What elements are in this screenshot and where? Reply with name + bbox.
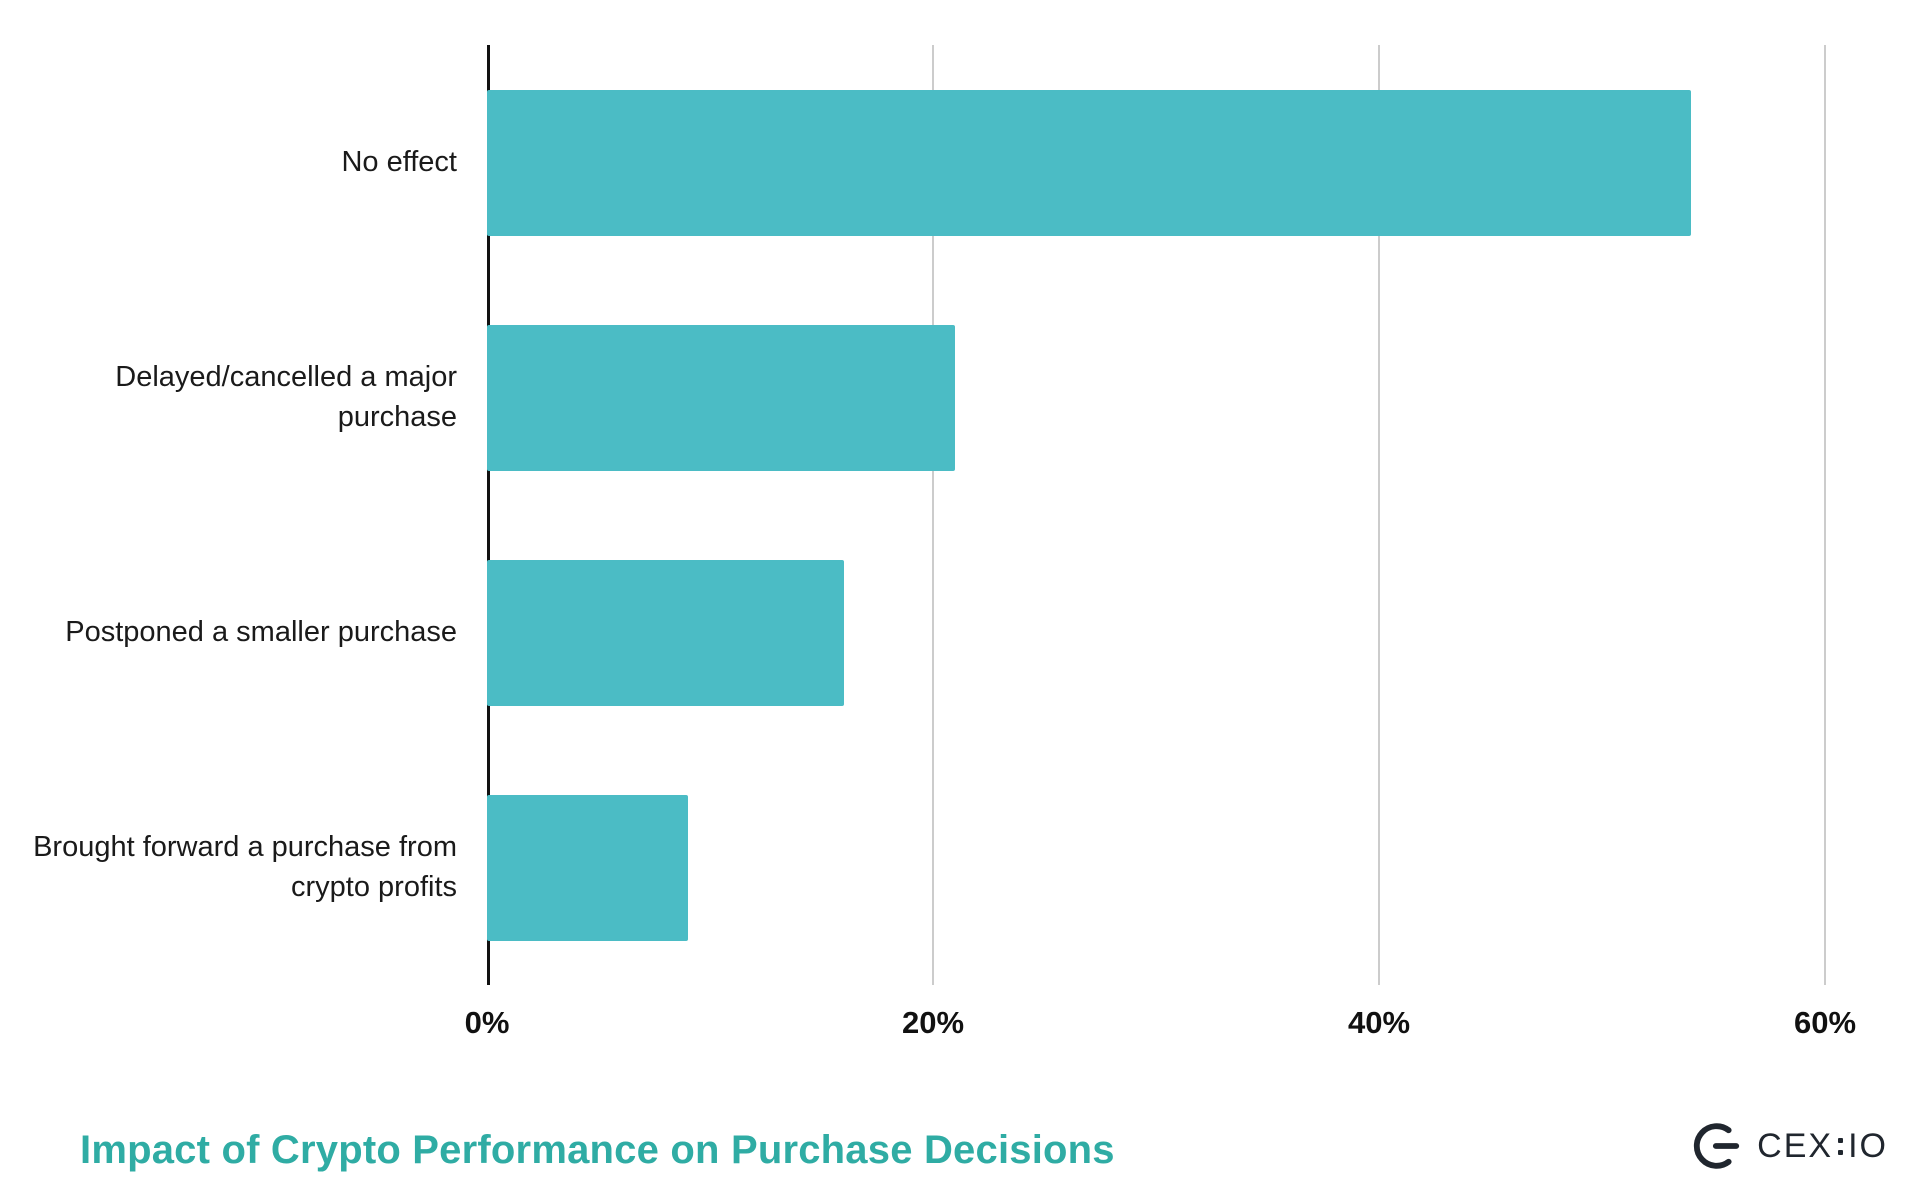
gridline-40 bbox=[1377, 45, 1380, 985]
category-label: Delayed/cancelled a major purchase bbox=[115, 361, 457, 433]
bar bbox=[487, 559, 844, 706]
category-label: Brought forward a purchase from crypto p… bbox=[33, 831, 457, 903]
brand-logo: CEX IO bbox=[1689, 1118, 1888, 1174]
bar bbox=[487, 324, 956, 471]
brand-text: CEX IO bbox=[1757, 1127, 1888, 1166]
bar-track bbox=[487, 515, 1825, 750]
bar-track bbox=[487, 45, 1825, 280]
gridline-20 bbox=[931, 45, 934, 985]
cexio-logo-icon bbox=[1694, 1123, 1740, 1169]
bar-row: Postponed a smaller purchase bbox=[0, 515, 1825, 750]
x-tick-label: 20% bbox=[901, 1005, 965, 1040]
x-tick-label: 60% bbox=[1793, 1005, 1857, 1040]
x-axis-ticks: 0% 20% 40% 60% bbox=[465, 1005, 1856, 1055]
category-label: Postponed a smaller purchase bbox=[65, 615, 457, 648]
chart-title: Impact of Crypto Performance on Purchase… bbox=[80, 1128, 1115, 1172]
bar-track bbox=[487, 750, 1825, 985]
brand-text-right: IO bbox=[1848, 1126, 1888, 1165]
bar bbox=[487, 89, 1692, 236]
brand-text-left: CEX bbox=[1757, 1126, 1834, 1165]
bar-row: Delayed/cancelled a major purchase bbox=[0, 280, 1825, 515]
category-label: No effect bbox=[341, 145, 457, 178]
bar-row: No effect bbox=[0, 45, 1825, 280]
brand-colon-icon bbox=[1838, 1137, 1844, 1155]
bar-track bbox=[487, 280, 1825, 515]
x-tick-label: 40% bbox=[1347, 1005, 1411, 1040]
bar bbox=[487, 794, 688, 941]
x-tick-label: 0% bbox=[464, 1005, 510, 1040]
bar-row: Brought forward a purchase from crypto p… bbox=[0, 750, 1825, 985]
bar-rows: No effect Delayed/cancelled a major purch… bbox=[0, 45, 1825, 985]
y-axis-line bbox=[487, 45, 490, 985]
gridline-60 bbox=[1824, 45, 1826, 985]
plot-area bbox=[487, 45, 1826, 985]
